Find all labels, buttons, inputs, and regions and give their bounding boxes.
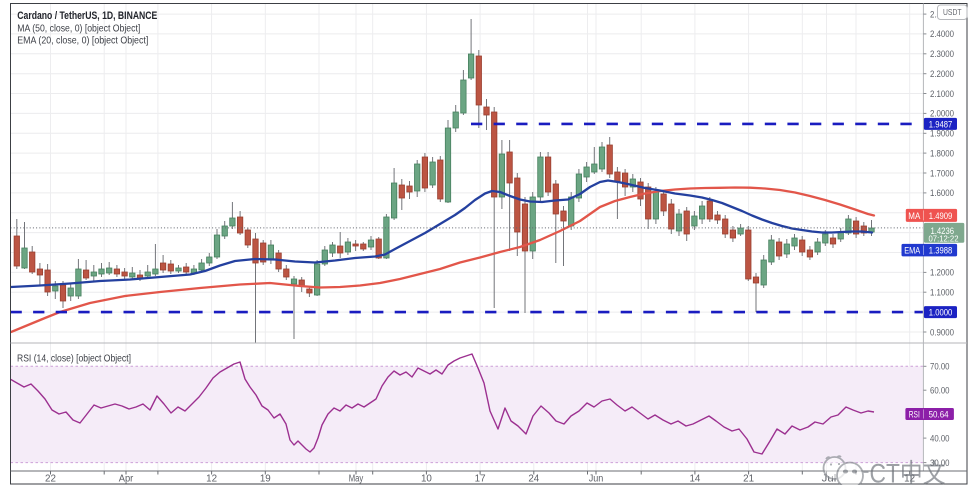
- svg-text:EMA: EMA: [904, 246, 921, 256]
- svg-text:2.3000: 2.3000: [930, 49, 954, 59]
- svg-text:24: 24: [528, 474, 539, 485]
- svg-text:1.4236: 1.4236: [931, 226, 955, 237]
- svg-text:MA: MA: [908, 211, 921, 221]
- svg-text:1.2000: 1.2000: [930, 268, 954, 278]
- svg-text:USDT: USDT: [943, 7, 962, 17]
- svg-text:Cardano / TetherUS, 1D, BINANC: Cardano / TetherUS, 1D, BINANCE: [17, 10, 157, 22]
- svg-text:2.0000: 2.0000: [930, 109, 954, 119]
- svg-text:50.64: 50.64: [929, 409, 949, 420]
- svg-text:07:12:22: 07:12:22: [929, 234, 959, 243]
- svg-text:2.1000: 2.1000: [930, 89, 954, 99]
- svg-text:EMA (20, close, 0) [object Obj: EMA (20, close, 0) [object Object]: [17, 34, 148, 46]
- svg-text:1.9000: 1.9000: [930, 129, 954, 139]
- svg-text:1.6000: 1.6000: [930, 188, 954, 198]
- svg-text:1.7000: 1.7000: [930, 168, 954, 178]
- svg-text:Apr: Apr: [119, 474, 134, 485]
- svg-text:1.0000: 1.0000: [929, 308, 953, 319]
- svg-text:60.00: 60.00: [930, 386, 950, 396]
- svg-text:40.00: 40.00: [930, 433, 950, 443]
- svg-text:19: 19: [260, 474, 271, 485]
- svg-text:70.00: 70.00: [930, 362, 950, 372]
- svg-text:MA (50, close, 0) [object Obje: MA (50, close, 0) [object Object]: [17, 22, 140, 34]
- svg-text:CT中文: CT中文: [870, 459, 946, 485]
- svg-text:12: 12: [904, 474, 915, 485]
- svg-text:0.9000: 0.9000: [930, 327, 954, 337]
- svg-text:14: 14: [689, 474, 700, 485]
- svg-text:1.1000: 1.1000: [930, 288, 954, 298]
- svg-text:22: 22: [45, 474, 56, 485]
- svg-text:1.9487: 1.9487: [929, 119, 953, 130]
- svg-text:RSI (14, close) [object Object: RSI (14, close) [object Object]: [17, 354, 131, 365]
- svg-text:May: May: [349, 474, 364, 485]
- svg-text:1.4909: 1.4909: [929, 211, 953, 222]
- svg-text:30.00: 30.00: [930, 458, 950, 468]
- svg-text:1.3988: 1.3988: [929, 246, 953, 257]
- svg-text:2.4000: 2.4000: [930, 29, 954, 39]
- svg-text:21: 21: [743, 474, 754, 485]
- svg-text:17: 17: [475, 474, 486, 485]
- svg-text:12: 12: [206, 474, 217, 485]
- svg-text:Jul: Jul: [822, 474, 837, 485]
- svg-text:10: 10: [421, 474, 432, 485]
- svg-text:1.8000: 1.8000: [930, 148, 954, 158]
- svg-text:Jun: Jun: [589, 474, 604, 485]
- svg-text:RSI: RSI: [909, 409, 920, 419]
- svg-text:2.2000: 2.2000: [930, 69, 954, 79]
